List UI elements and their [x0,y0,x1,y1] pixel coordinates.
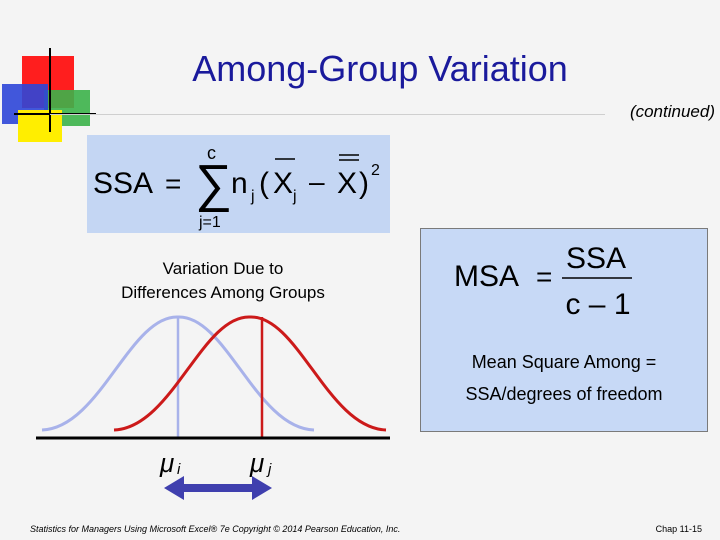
ssa-equals: = [165,168,181,199]
ssa-lhs: SSA [93,167,153,200]
minus-sign: – [309,166,325,197]
mu-j-symbol: μ [249,448,264,478]
arrow-right-head-icon [252,476,272,500]
msa-equals: = [536,261,552,292]
exponent: 2 [371,162,380,179]
msa-description-line1: Mean Square Among = [471,352,657,372]
variation-label-line1: Variation Due to [162,259,284,278]
mu-j-subscript: j [266,461,272,478]
n-subscript: j [250,188,255,205]
xdoublebar-symbol: X [337,167,357,200]
summation-icon: ∑ [195,155,232,213]
slide-title: Among-Group Variation [192,48,568,89]
decorative-squares-logo [2,48,96,142]
footer-copyright: Statistics for Managers Using Microsoft … [30,524,401,534]
close-paren: ) [359,167,369,200]
msa-description-line2: SSA/degrees of freedom [465,384,663,404]
continued-label: (continued) [629,102,715,121]
ssa-formula: SSA = ∑ c j=1 n j ( X j – X ) 2 [93,143,380,231]
variation-label: Variation Due to Differences Among Group… [88,257,358,305]
chapter-number: Chap 11-15 [655,524,702,534]
xbar-subscript: j [292,188,297,205]
sum-upper-limit: c [207,143,216,163]
msa-lhs: MSA [454,260,519,293]
distribution-diagram: μ i μ j [36,315,390,500]
n-symbol: n [231,167,248,200]
xbar-symbol: X [273,167,293,200]
variation-label-line2: Differences Among Groups [121,283,325,302]
msa-formula-box [420,228,708,432]
mu-i-symbol: μ [159,448,174,478]
curve-group-j [113,315,387,432]
arrow-left-head-icon [164,476,184,500]
msa-formula: MSA = SSA c – 1 [454,242,632,321]
ssa-formula-box [87,135,390,233]
sum-lower-limit: j=1 [198,214,221,231]
msa-numerator: SSA [566,242,626,275]
title-divider [50,114,605,115]
mu-i-subscript: i [177,461,181,478]
open-paren: ( [259,167,269,200]
msa-denominator: c – 1 [565,288,630,321]
